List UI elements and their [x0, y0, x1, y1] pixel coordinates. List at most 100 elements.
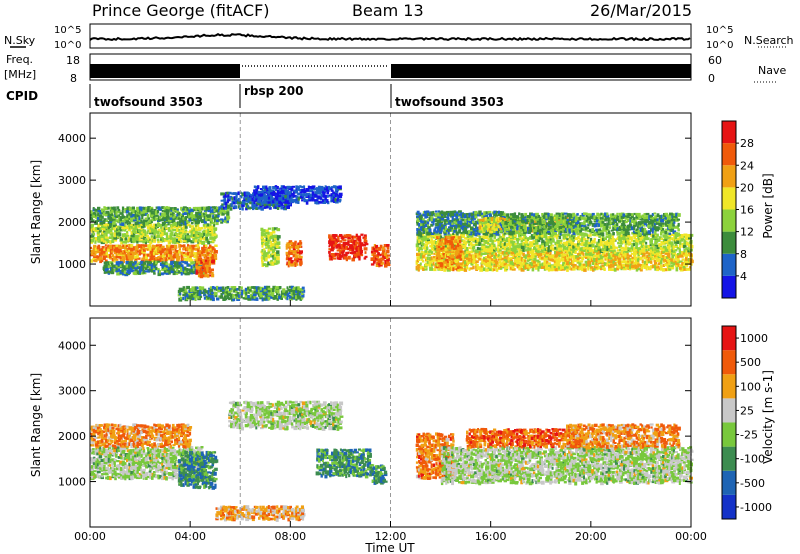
data-cell — [476, 238, 481, 242]
data-cell — [209, 223, 212, 227]
data-cell — [553, 256, 557, 261]
data-cell — [458, 210, 462, 213]
data-cell — [94, 240, 97, 244]
data-cell — [113, 259, 116, 263]
data-cell — [260, 207, 264, 211]
data-cell — [455, 220, 458, 225]
data-cell — [424, 220, 427, 224]
data-cell — [178, 261, 182, 265]
data-cell — [678, 235, 682, 239]
data-cell — [195, 269, 199, 273]
data-cell — [416, 258, 419, 263]
data-cell — [605, 264, 609, 267]
data-cell — [589, 237, 593, 242]
data-cell — [284, 186, 288, 189]
data-cell — [599, 256, 603, 260]
data-cell — [259, 188, 264, 190]
data-cell — [382, 246, 385, 251]
data-cell — [235, 194, 238, 198]
data-cell — [265, 231, 268, 235]
data-cell — [531, 267, 535, 272]
data-cell — [433, 255, 436, 259]
data-cell — [125, 256, 128, 260]
data-cell — [102, 256, 106, 261]
data-cell — [121, 206, 125, 211]
data-cell — [532, 260, 536, 264]
data-cell — [153, 268, 156, 272]
data-cell — [594, 262, 597, 266]
data-cell — [90, 223, 95, 227]
data-cell — [201, 206, 204, 210]
data-cell — [428, 216, 432, 220]
data-cell — [507, 252, 510, 257]
data-cell — [643, 249, 646, 253]
data-cell — [347, 243, 351, 246]
data-cell — [132, 262, 136, 266]
data-cell — [426, 220, 430, 225]
data-cell — [332, 257, 337, 260]
data-cell — [140, 214, 144, 217]
data-cell — [683, 239, 687, 243]
data-cell — [163, 213, 167, 218]
data-cell — [560, 233, 564, 237]
data-cell — [101, 225, 105, 228]
data-cell — [470, 260, 473, 263]
data-cell — [147, 236, 150, 241]
data-cell — [353, 253, 357, 257]
data-cell — [178, 248, 181, 251]
data-cell — [572, 256, 577, 260]
data-cell — [460, 218, 463, 221]
data-cell — [440, 228, 443, 232]
data-cell — [224, 216, 227, 221]
data-cell — [613, 250, 617, 254]
data-cell — [172, 208, 176, 212]
data-cell — [200, 226, 203, 230]
data-cell — [635, 237, 638, 242]
data-cell — [193, 244, 197, 248]
data-cell — [643, 240, 646, 243]
data-cell — [651, 257, 655, 260]
data-cell — [184, 212, 188, 215]
data-cell — [323, 188, 327, 192]
data-cell — [629, 266, 632, 270]
data-cell — [577, 245, 581, 249]
data-cell — [619, 252, 622, 256]
data-cell — [169, 210, 172, 214]
data-cell — [201, 253, 205, 257]
data-cell — [671, 265, 675, 270]
data-cell — [255, 193, 260, 197]
data-cell — [443, 253, 446, 258]
data-cell — [316, 199, 319, 202]
data-cell — [460, 232, 464, 235]
data-cell — [658, 236, 662, 240]
data-cell — [294, 255, 299, 259]
data-cell — [681, 254, 684, 258]
data-cell — [205, 232, 209, 237]
data-cell — [192, 269, 197, 274]
data-cell — [118, 216, 121, 220]
data-cell — [178, 270, 181, 274]
data-cell — [130, 256, 135, 260]
data-cell — [213, 254, 218, 258]
data-cell — [211, 273, 215, 278]
data-cell — [464, 262, 469, 267]
data-cell — [563, 249, 568, 252]
data-cell — [195, 262, 199, 266]
data-cell — [134, 272, 138, 276]
data-cell — [466, 247, 469, 251]
data-cell — [616, 237, 619, 240]
data-cell — [520, 256, 524, 261]
data-cell — [165, 254, 170, 258]
data-cell — [600, 257, 604, 262]
data-cell — [495, 224, 498, 228]
data-cell — [688, 236, 692, 240]
data-cell — [633, 243, 635, 247]
data-cell — [134, 260, 137, 265]
data-cell — [498, 261, 502, 264]
data-cell — [545, 265, 549, 270]
data-cell — [545, 256, 548, 259]
data-cell — [457, 220, 462, 224]
data-cell — [192, 206, 197, 210]
data-cell — [187, 244, 189, 247]
data-cell — [130, 225, 135, 229]
